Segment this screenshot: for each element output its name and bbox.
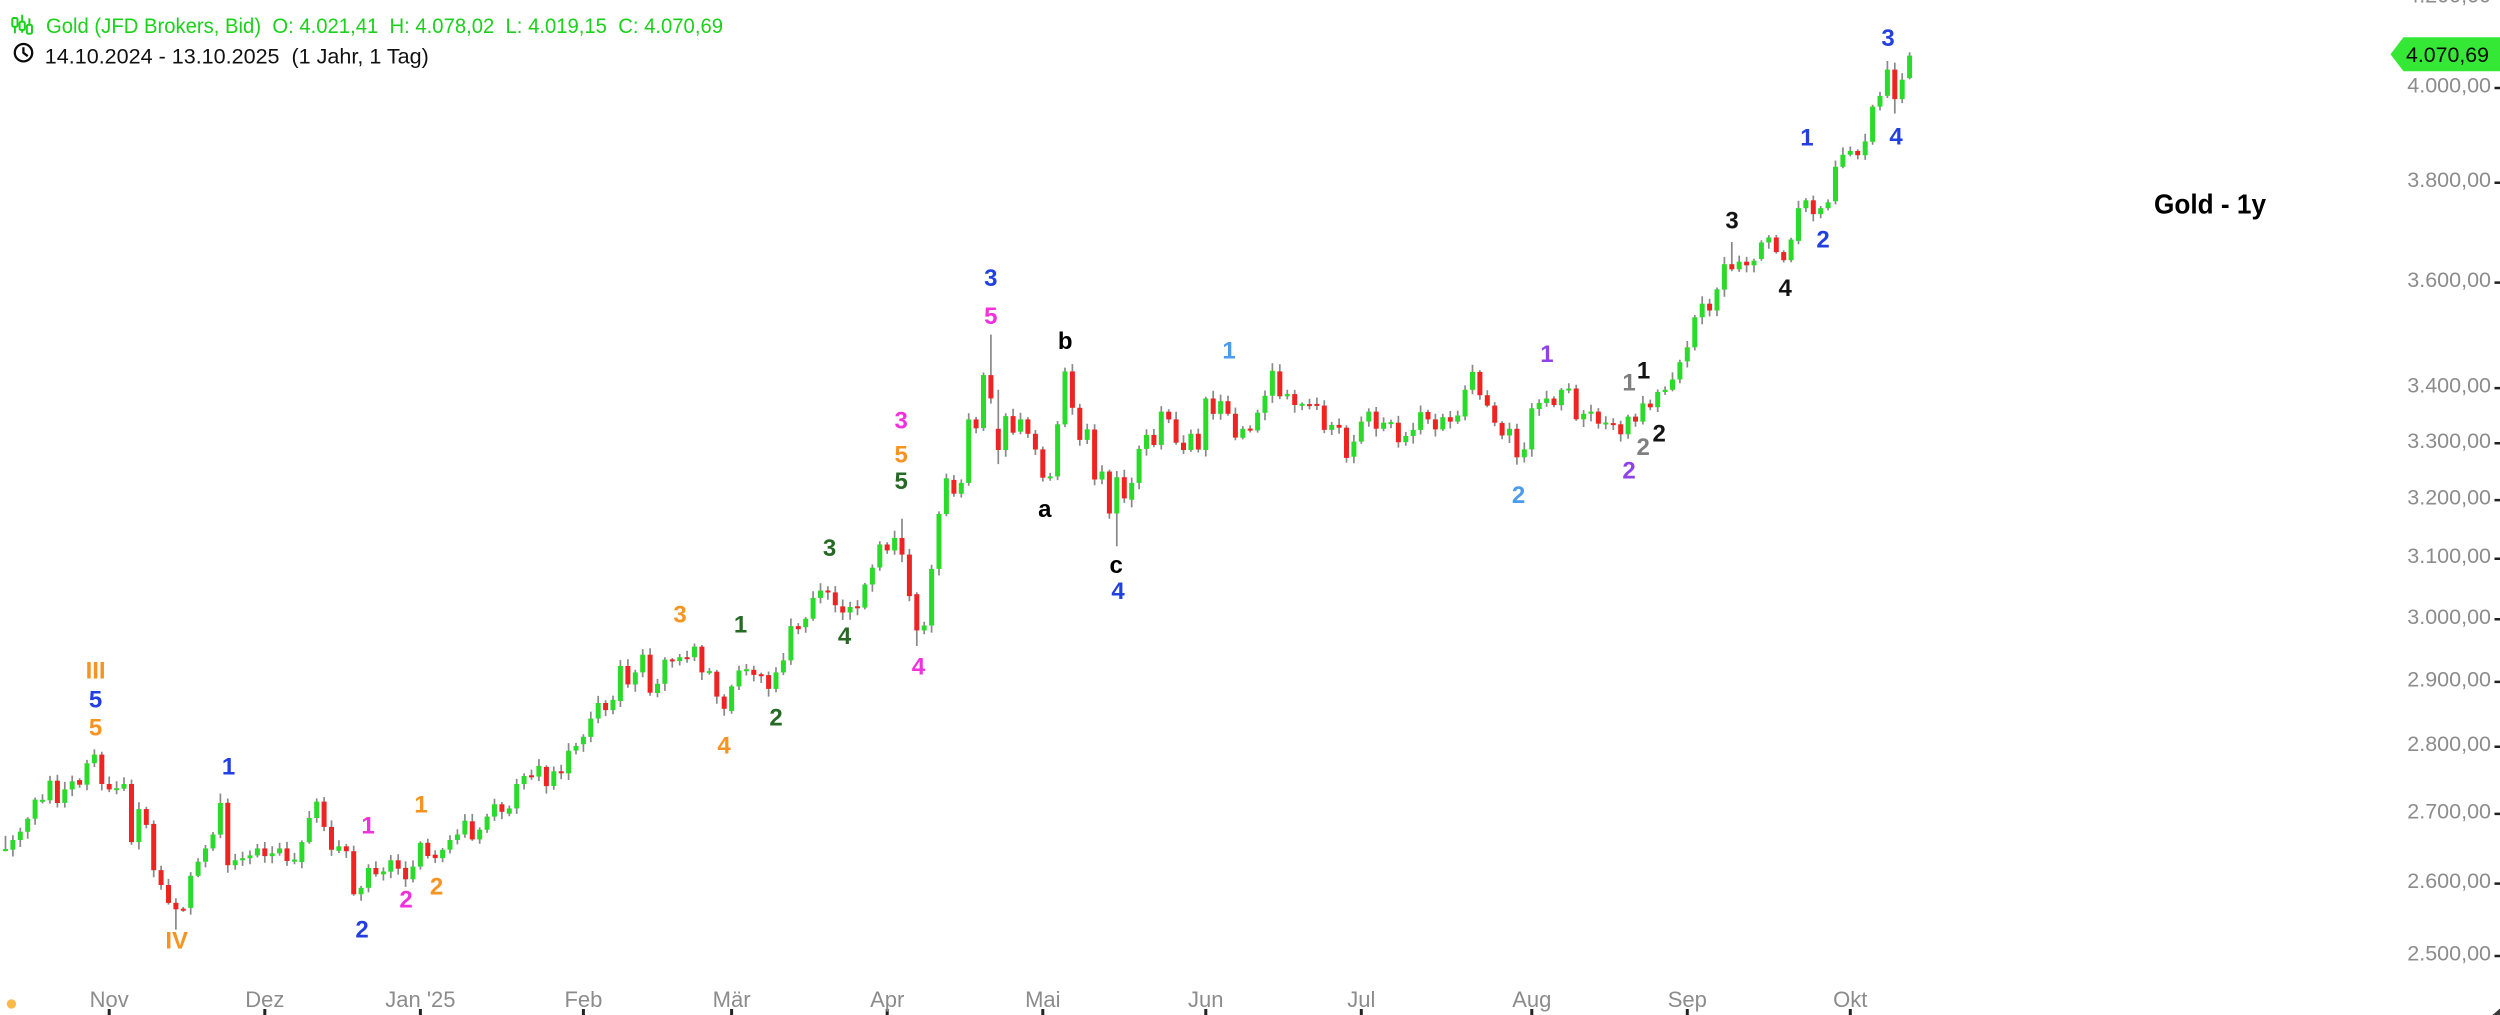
- svg-text:4: 4: [912, 654, 926, 681]
- svg-text:1: 1: [361, 813, 374, 840]
- svg-text:4.000,00: 4.000,00: [2407, 74, 2491, 98]
- svg-text:3.200,00: 3.200,00: [2407, 486, 2491, 510]
- svg-text:1: 1: [1540, 341, 1553, 368]
- svg-text:2: 2: [769, 705, 782, 732]
- svg-text:2: 2: [399, 887, 412, 914]
- svg-text:2.800,00: 2.800,00: [2407, 732, 2491, 756]
- svg-text:Apr: Apr: [870, 987, 904, 1012]
- svg-text:Mär: Mär: [713, 987, 751, 1012]
- svg-text:3.800,00: 3.800,00: [2407, 168, 2491, 192]
- svg-text:Aug: Aug: [1512, 987, 1551, 1012]
- svg-text:2: 2: [1512, 482, 1525, 509]
- svg-text:3.400,00: 3.400,00: [2407, 374, 2491, 398]
- svg-text:2: 2: [1653, 421, 1666, 448]
- svg-text:Mai: Mai: [1025, 987, 1060, 1012]
- svg-text:2: 2: [355, 917, 368, 944]
- svg-text:4: 4: [1889, 124, 1903, 151]
- svg-text:5: 5: [89, 687, 102, 714]
- svg-text:2.600,00: 2.600,00: [2407, 869, 2491, 893]
- svg-text:2.700,00: 2.700,00: [2407, 799, 2491, 823]
- svg-text:3: 3: [1725, 207, 1738, 234]
- svg-text:4: 4: [838, 623, 852, 650]
- svg-text:b: b: [1058, 328, 1073, 355]
- svg-text:1: 1: [222, 754, 235, 781]
- svg-text:4.200,00: 4.200,00: [2407, 0, 2491, 7]
- svg-text:Okt: Okt: [1833, 987, 1867, 1012]
- svg-text:5: 5: [89, 715, 102, 742]
- svg-text:3: 3: [984, 265, 997, 292]
- svg-text:2: 2: [430, 874, 443, 901]
- svg-text:1: 1: [1622, 370, 1635, 397]
- svg-text:3.600,00: 3.600,00: [2407, 268, 2491, 292]
- svg-text:5: 5: [984, 303, 997, 330]
- svg-text:2: 2: [1816, 227, 1829, 254]
- svg-text:Jan '25: Jan '25: [385, 987, 455, 1012]
- svg-text:3: 3: [895, 407, 908, 434]
- svg-text:14.10.2024 - 13.10.2025 (1 Ja: 14.10.2024 - 13.10.2025 (1 Jahr, 1 Tag): [45, 45, 429, 69]
- svg-text:2.900,00: 2.900,00: [2407, 667, 2491, 691]
- svg-text:4: 4: [717, 733, 731, 760]
- svg-text:1: 1: [1222, 338, 1235, 365]
- svg-text:5: 5: [895, 468, 908, 495]
- svg-text:1: 1: [1800, 125, 1813, 152]
- svg-text:Gold - 1y: Gold - 1y: [2154, 189, 2266, 220]
- svg-text:Jul: Jul: [1347, 987, 1375, 1012]
- svg-text:Feb: Feb: [564, 987, 602, 1012]
- svg-text:1: 1: [734, 612, 747, 639]
- svg-text:IV: IV: [165, 928, 188, 955]
- svg-text:2.500,00: 2.500,00: [2407, 942, 2491, 966]
- svg-text:Sep: Sep: [1668, 987, 1707, 1012]
- svg-text:3.100,00: 3.100,00: [2407, 544, 2491, 568]
- svg-text:a: a: [1038, 496, 1052, 523]
- svg-text:Jun: Jun: [1188, 987, 1223, 1012]
- svg-text:2: 2: [1622, 458, 1635, 485]
- svg-text:3.300,00: 3.300,00: [2407, 429, 2491, 453]
- svg-text:1: 1: [1637, 358, 1650, 385]
- svg-text:Gold (JFD Brokers, Bid) O: 4.: Gold (JFD Brokers, Bid) O: 4.021,41 H: 4…: [46, 15, 723, 38]
- svg-text:4.070,69: 4.070,69: [2406, 43, 2489, 67]
- svg-text:3.000,00: 3.000,00: [2407, 605, 2491, 629]
- svg-text:c: c: [1110, 552, 1123, 579]
- svg-text:2: 2: [1637, 434, 1650, 461]
- svg-text:3: 3: [823, 535, 836, 562]
- svg-text:5: 5: [895, 441, 908, 468]
- svg-text:4: 4: [1779, 275, 1793, 302]
- svg-text:3: 3: [673, 602, 686, 629]
- svg-text:3: 3: [1881, 25, 1894, 52]
- svg-text:4: 4: [1111, 578, 1125, 605]
- svg-text:1: 1: [414, 792, 427, 819]
- svg-text:Dez: Dez: [245, 987, 284, 1012]
- svg-text:III: III: [86, 658, 106, 685]
- svg-text:Nov: Nov: [90, 987, 129, 1012]
